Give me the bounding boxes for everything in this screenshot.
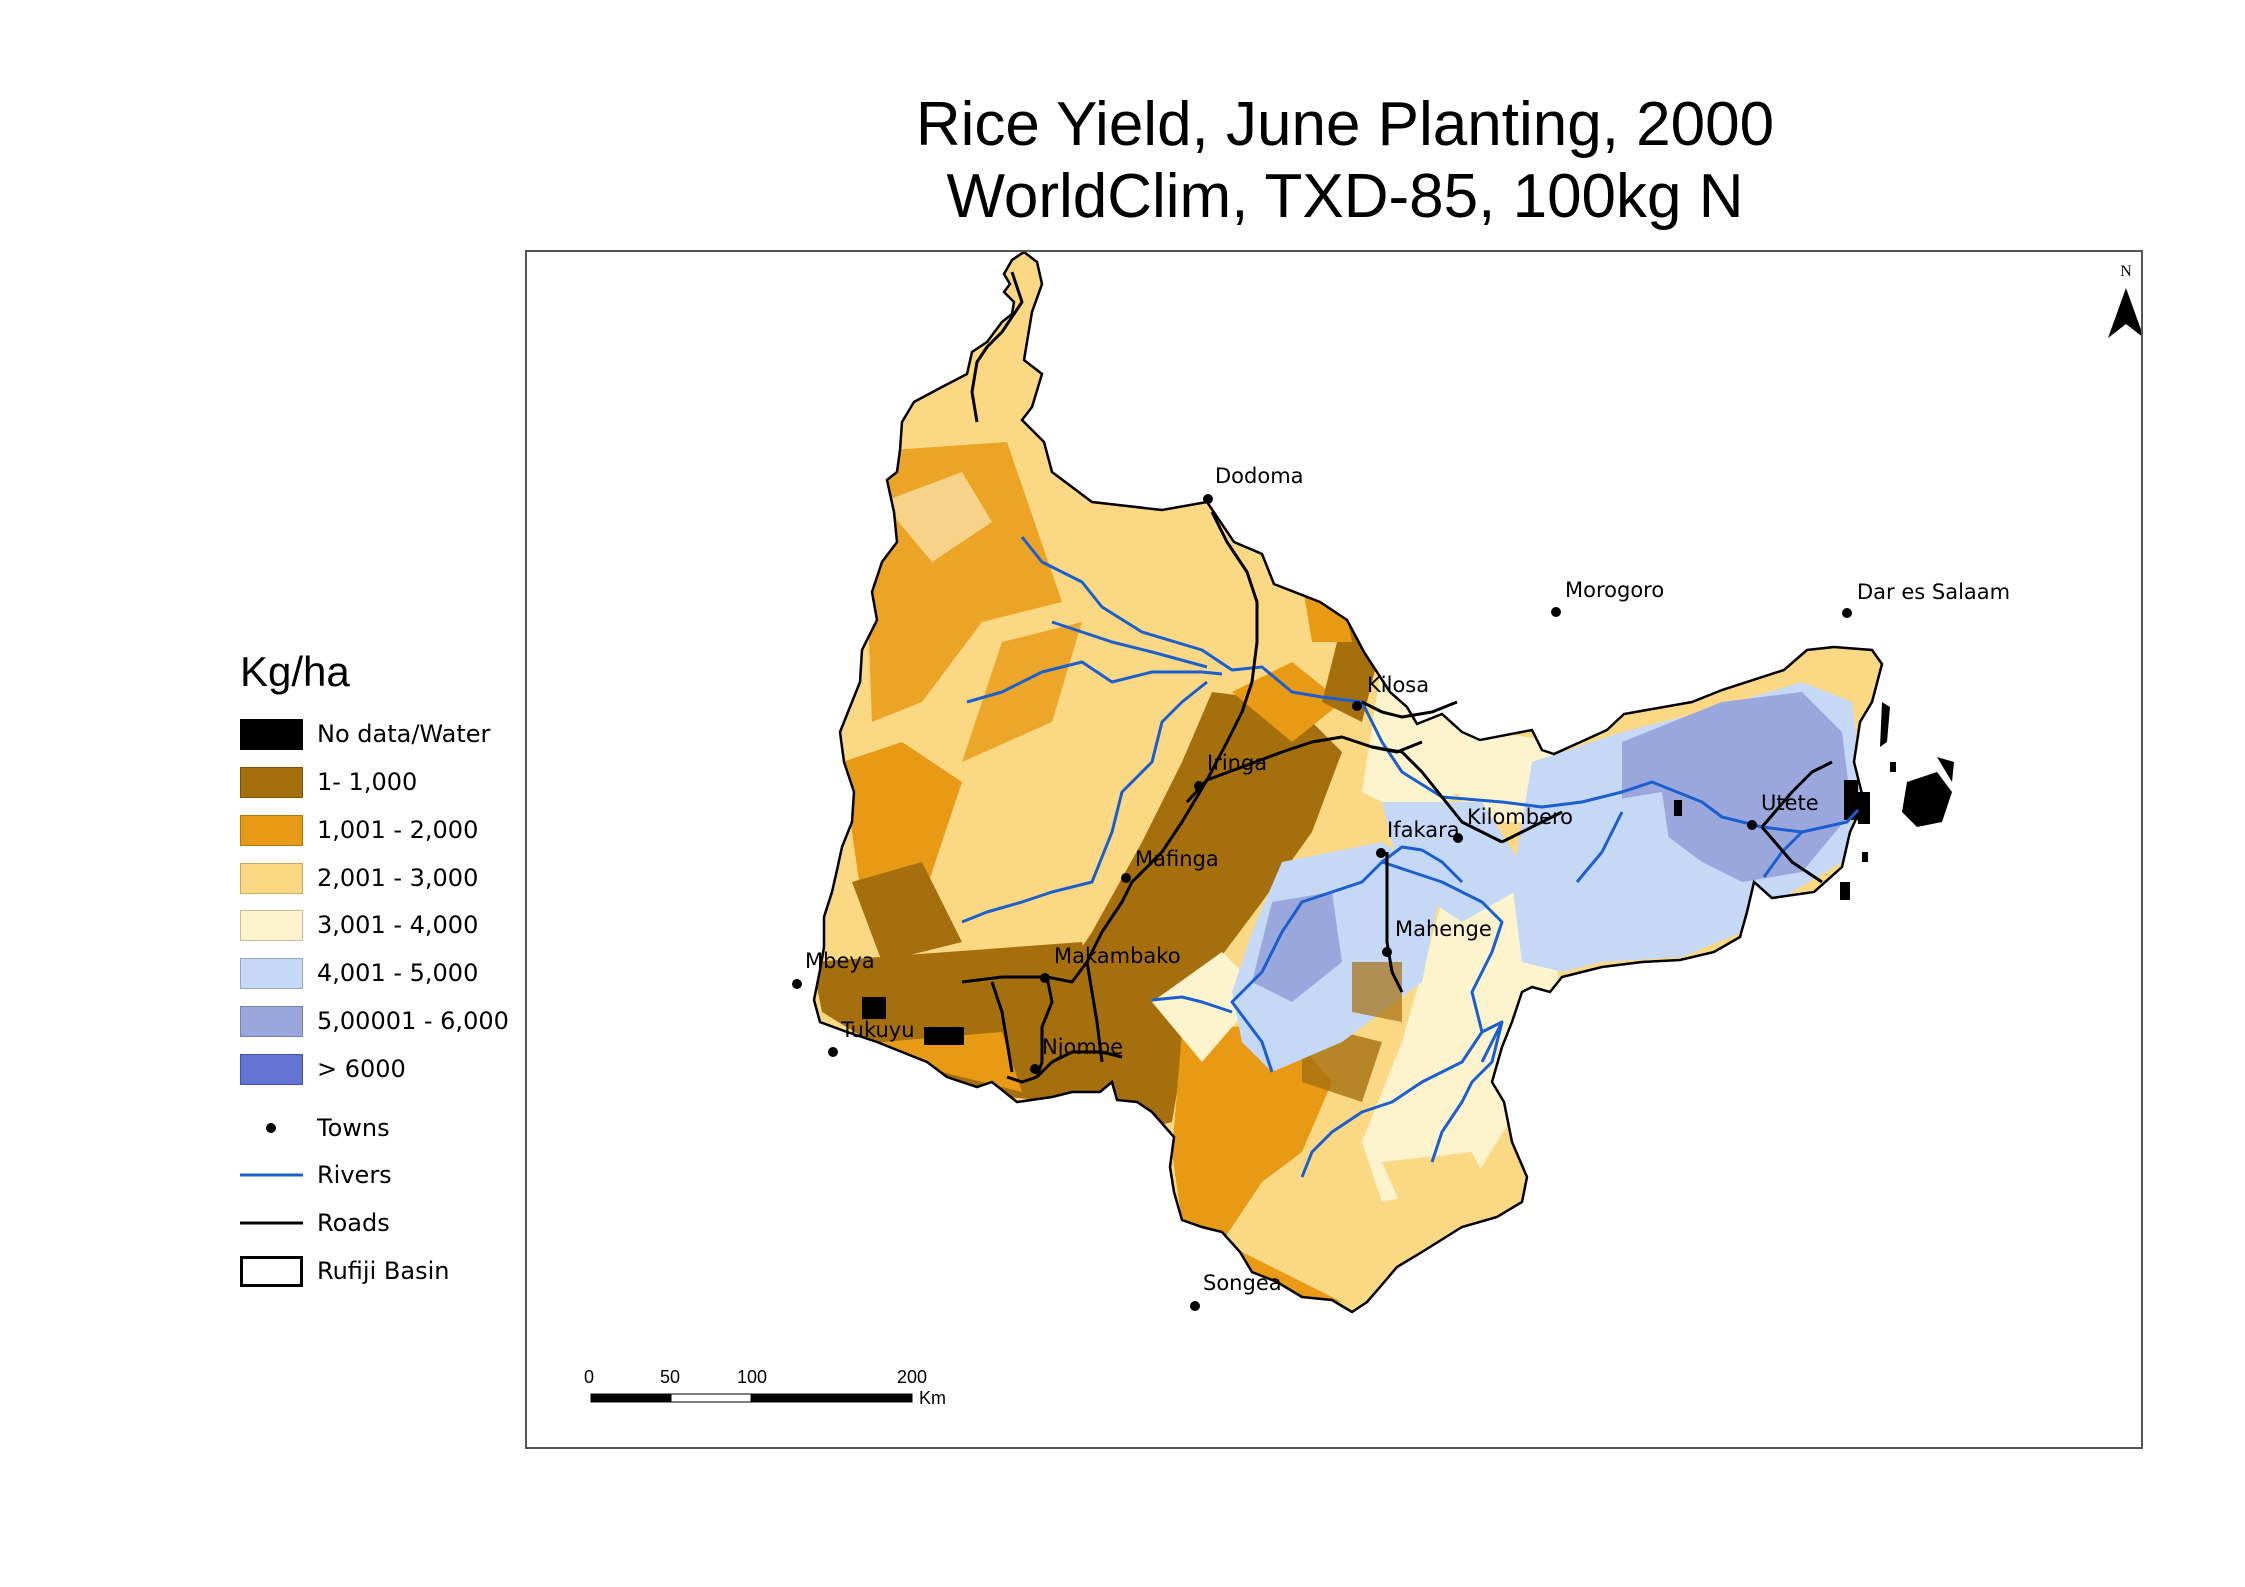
map-title-line-1: Rice Yield, June Planting, 2000	[915, 90, 1775, 159]
legend-swatch	[240, 862, 303, 894]
legend-label: > 6000	[317, 1055, 406, 1083]
legend-label: 3,001 - 4,000	[317, 911, 479, 939]
legend-label: 1- 1,000	[317, 768, 418, 796]
town-utete: Utete	[1747, 791, 1819, 830]
dot-icon	[240, 1113, 303, 1144]
town-ifakara: Ifakara	[1376, 818, 1460, 858]
legend-label: Roads	[317, 1209, 390, 1237]
town-mahenge: Mahenge	[1382, 917, 1492, 957]
svg-text:Makambako: Makambako	[1054, 944, 1181, 968]
legend-label: No data/Water	[317, 720, 491, 748]
map-frame: Dodoma Morogoro Dar es Salaam Kilosa Iri…	[525, 250, 2143, 1449]
legend-title: Kg/ha	[240, 648, 350, 695]
town-tukuyu: Tukuyu	[828, 1018, 915, 1057]
legend-swatch	[240, 909, 303, 941]
town-morogoro: Morogoro	[1551, 578, 1664, 617]
town-dodoma: Dodoma	[1203, 464, 1304, 504]
legend-swatch	[240, 957, 303, 989]
roads	[961, 271, 1833, 1084]
legend-swatch	[240, 814, 303, 846]
no-data-patches	[862, 702, 1954, 1045]
svg-text:Dodoma: Dodoma	[1215, 464, 1304, 488]
town-dar-es-salaam: Dar es Salaam	[1842, 580, 2010, 618]
svg-text:Mahenge: Mahenge	[1395, 917, 1492, 941]
legend-label: Towns	[317, 1114, 390, 1142]
legend-item-rivers: Rivers	[240, 1158, 392, 1192]
town-mafinga: Mafinga	[1121, 847, 1219, 883]
svg-text:Kilosa: Kilosa	[1367, 673, 1429, 697]
legend-swatch	[240, 766, 303, 798]
town-kilombero: Kilombero	[1453, 805, 1573, 843]
svg-text:Ifakara: Ifakara	[1387, 818, 1460, 842]
town-mbeya: Mbeya	[792, 949, 875, 989]
legend-item-class-6: 5,00001 - 6,000	[240, 1004, 509, 1038]
legend-label: Rufiji Basin	[317, 1257, 450, 1285]
scale-tick-50: 50	[660, 1367, 680, 1387]
legend-label: 5,00001 - 6,000	[317, 1007, 509, 1035]
scale-tick-100: 100	[737, 1367, 767, 1387]
towns: Dodoma Morogoro Dar es Salaam Kilosa Iri…	[792, 464, 2010, 1311]
yield-raster	[814, 252, 1882, 1312]
town-kilosa: Kilosa	[1352, 673, 1429, 711]
basin-outline-icon	[240, 1255, 303, 1287]
road-line-icon	[240, 1208, 303, 1239]
scale-unit: Km	[919, 1388, 946, 1408]
legend-item-class-4: 3,001 - 4,000	[240, 908, 478, 942]
legend-item-class-7: > 6000	[240, 1052, 406, 1086]
legend-item-towns: Towns	[240, 1111, 390, 1145]
town-iringa: Iringa	[1194, 751, 1267, 791]
north-arrow-icon: N	[2108, 263, 2141, 338]
legend-label: 2,001 - 3,000	[317, 864, 479, 892]
scale-tick-0: 0	[584, 1367, 594, 1387]
svg-text:Kilombero: Kilombero	[1467, 805, 1573, 829]
svg-text:Tukuyu: Tukuyu	[840, 1018, 915, 1042]
map-title-line-2: WorldClim, TXD-85, 100kg N	[946, 162, 1744, 231]
svg-text:Njombe: Njombe	[1042, 1035, 1123, 1059]
legend-item-class-1: 1- 1,000	[240, 765, 417, 799]
svg-text:Songea: Songea	[1203, 1271, 1282, 1295]
scale-tick-200: 200	[897, 1367, 927, 1387]
legend-item-class-2: 1,001 - 2,000	[240, 813, 478, 847]
town-songea: Songea	[1190, 1271, 1282, 1311]
legend-item-basin: Rufiji Basin	[240, 1254, 449, 1288]
river-line-icon	[240, 1160, 303, 1191]
legend-item-class-5: 4,001 - 5,000	[240, 956, 478, 990]
legend-swatch	[240, 1005, 303, 1037]
svg-text:Mbeya: Mbeya	[805, 949, 875, 973]
svg-text:N: N	[2120, 263, 2132, 280]
svg-text:Iringa: Iringa	[1207, 751, 1267, 775]
svg-text:Utete: Utete	[1761, 791, 1819, 815]
rivers	[961, 536, 1860, 1178]
svg-text:Morogoro: Morogoro	[1565, 578, 1664, 602]
legend-item-class-3: 2,001 - 3,000	[240, 861, 478, 895]
legend-item-roads: Roads	[240, 1206, 390, 1240]
legend-swatch	[240, 718, 303, 750]
legend-item-no-data: No data/Water	[240, 717, 490, 751]
legend-swatch	[240, 1053, 303, 1085]
legend-label: Rivers	[317, 1161, 392, 1189]
svg-text:Dar es Salaam: Dar es Salaam	[1857, 580, 2010, 604]
town-makambako: Makambako	[1040, 944, 1181, 983]
scale-bar: 0 50 100 200 Km	[584, 1367, 946, 1408]
legend-label: 4,001 - 5,000	[317, 959, 479, 987]
legend-label: 1,001 - 2,000	[317, 816, 479, 844]
map-canvas: Dodoma Morogoro Dar es Salaam Kilosa Iri…	[584, 252, 2141, 1408]
town-njombe: Njombe	[1030, 1035, 1123, 1074]
svg-text:Mafinga: Mafinga	[1135, 847, 1219, 871]
